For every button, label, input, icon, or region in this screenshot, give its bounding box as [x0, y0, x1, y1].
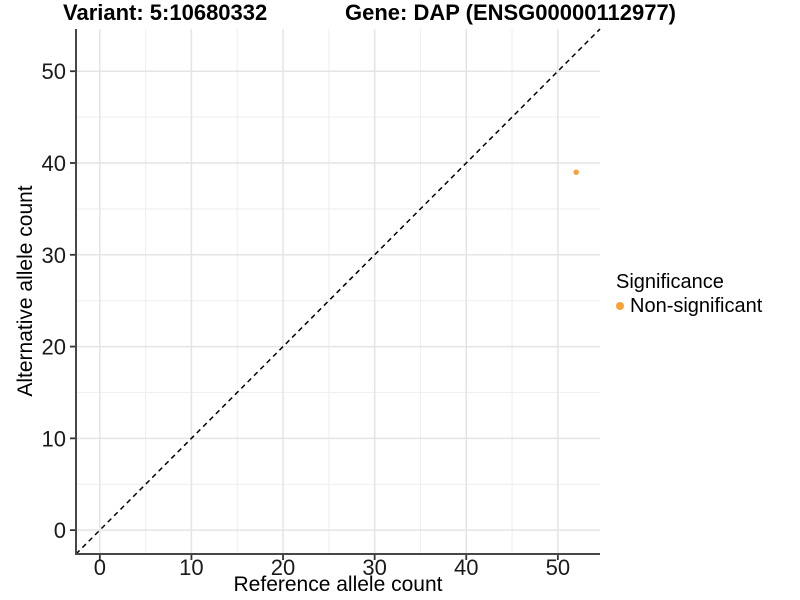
legend-point-icon — [616, 302, 624, 310]
legend-title: Significance — [616, 271, 724, 293]
y-tick-label: 40 — [42, 151, 66, 176]
y-tick-label: 0 — [54, 518, 66, 543]
plot-title-variant: Variant: 5:10680332 — [63, 0, 268, 25]
legend-entries: Non-significant — [616, 294, 762, 318]
y-axis-title: Alternative allele count — [14, 185, 37, 397]
y-tick-label: 30 — [42, 243, 66, 268]
x-tick-label: 20 — [271, 555, 295, 580]
x-tick-label: 50 — [546, 555, 570, 580]
x-axis-title: Reference allele count — [233, 573, 443, 596]
identity-dashed-line — [75, 28, 601, 555]
y-tick-label: 50 — [42, 59, 66, 84]
legend-entry-label: Non-significant — [630, 295, 763, 317]
legend-entry: Non-significant — [616, 294, 762, 318]
legend: Significance Non-significant — [616, 270, 762, 318]
x-tick-label: 10 — [179, 555, 203, 580]
y-tick-label: 20 — [42, 335, 66, 360]
x-tick-label: 40 — [454, 555, 478, 580]
data-point — [573, 169, 579, 175]
plot-title-gene: Gene: DAP (ENSG00000112977) — [345, 0, 676, 25]
y-tick-label: 10 — [42, 426, 66, 451]
x-tick-label: 0 — [94, 555, 106, 580]
x-tick-label: 30 — [362, 555, 386, 580]
